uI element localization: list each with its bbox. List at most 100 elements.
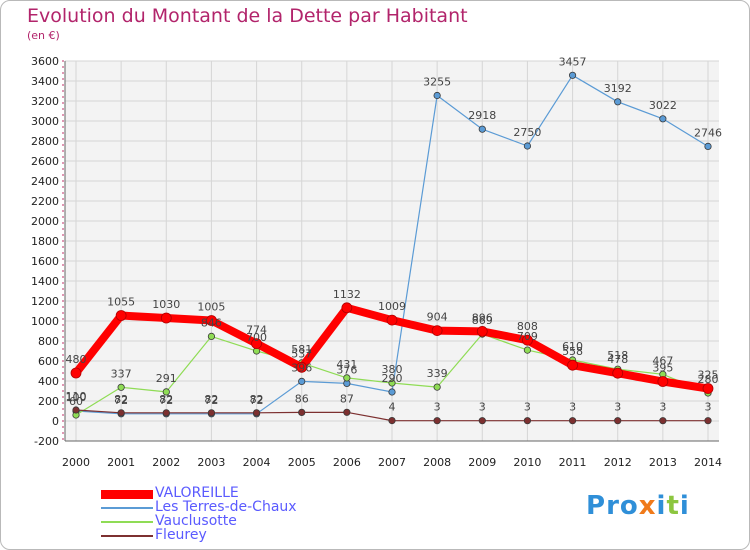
logo-letter: t [666,491,680,521]
data-label-fleurey: 3 [705,401,712,414]
logo-letter: i [656,491,667,521]
y-tick-label: 1800 [31,235,59,248]
y-tick-label: 1000 [31,315,59,328]
data-label-vauclusotte: 610 [562,340,583,353]
data-point-valoreille [522,334,533,346]
data-label-vauclusotte: 280 [698,373,719,386]
data-point-vauclusotte [162,388,170,396]
data-point-les-terres-de-chaux [298,377,306,385]
data-label-vauclusotte: 339 [427,367,448,380]
data-point-fleurey [659,417,667,425]
y-tick-label: 3000 [31,115,59,128]
data-label-valoreille: 904 [427,311,448,324]
logo-letter: x [638,491,657,521]
data-point-valoreille [702,383,714,394]
x-tick-label: 2012 [604,456,632,469]
y-tick-label: 2200 [31,195,59,208]
data-label-les-terres-de-chaux: 72 [159,394,173,407]
legend-swatch [101,489,153,499]
data-point-fleurey [388,416,396,425]
data-point-fleurey [117,409,125,417]
x-tick-label: 2001 [107,456,135,469]
x-tick-label: 2014 [694,456,722,469]
legend-swatch [101,507,153,509]
data-label-les-terres-de-chaux: 2750 [513,126,541,139]
data-point-fleurey [433,417,441,425]
data-label-fleurey: 4 [389,401,396,414]
data-point-valoreille [476,325,488,337]
data-label-les-terres-de-chaux: 3255 [423,76,451,89]
x-tick-label: 2005 [288,456,316,469]
data-point-les-terres-de-chaux [704,142,712,150]
legend-swatch [101,535,153,537]
data-label-les-terres-de-chaux: 3457 [559,55,587,68]
data-label-valoreille: 325 [698,369,719,382]
data-point-vauclusotte [207,332,216,340]
data-label-fleurey: 3 [479,401,486,414]
data-point-les-terres-de-chaux [433,91,441,100]
data-label-valoreille: 480 [66,353,87,366]
data-label-les-terres-de-chaux: 2918 [468,109,496,122]
data-point-fleurey [207,409,216,417]
data-point-fleurey [72,406,80,414]
data-label-valoreille: 1030 [152,298,180,311]
data-label-les-terres-de-chaux: 396 [291,361,312,374]
legend-label: VALOREILLE [155,485,239,501]
x-tick-label: 2004 [243,456,271,469]
y-tick-label: 800 [38,335,59,348]
data-label-les-terres-de-chaux: 290 [382,372,403,385]
y-tick-label: 1600 [31,255,59,268]
y-tick-label: -200 [34,435,59,448]
data-label-vauclusotte: 60 [69,395,83,408]
y-tick-label: 1200 [31,295,59,308]
data-point-fleurey [298,408,306,416]
data-point-valoreille [296,361,308,373]
data-point-fleurey [252,409,261,417]
data-label-vauclusotte: 709 [517,330,538,343]
y-tick-label: 3600 [31,55,59,68]
data-point-valoreille [160,312,172,324]
data-label-valoreille: 1132 [333,288,361,301]
data-label-les-terres-de-chaux: 376 [336,363,357,376]
data-point-valoreille [567,359,578,371]
data-label-fleurey: 3 [524,401,531,414]
x-tick-label: 2008 [423,456,451,469]
data-label-fleurey: 87 [340,392,354,405]
logo-letter: r [606,491,620,521]
data-point-valoreille [206,315,217,326]
data-label-vauclusotte: 518 [607,349,628,362]
data-label-fleurey: 82 [204,393,218,406]
legend-label: Fleurey [155,527,207,543]
data-point-les-terres-de-chaux [568,71,577,79]
data-point-valoreille [251,338,262,350]
y-tick-label: 3200 [31,95,59,108]
data-point-les-terres-de-chaux [388,388,396,396]
data-point-valoreille [386,314,398,326]
data-label-valoreille: 774 [246,324,267,337]
data-point-fleurey [343,408,351,416]
data-point-valoreille [657,376,669,387]
x-tick-label: 2000 [62,456,90,469]
data-label-les-terres-de-chaux: 3022 [649,99,677,112]
data-label-les-terres-de-chaux: 100 [66,391,87,404]
data-label-vauclusotte: 467 [652,354,673,367]
data-label-les-terres-de-chaux: 2746 [694,126,722,139]
data-label-les-terres-de-chaux: 72 [250,394,264,407]
y-tick-label: 200 [38,395,59,408]
data-label-fleurey: 3 [569,401,576,414]
logo-letter: o [619,491,639,521]
legend-label: Vauclusotte [155,513,237,529]
legend-label: Les Terres-de-Chaux [155,499,297,515]
data-label-fleurey: 3 [659,401,666,414]
chart-title: Evolution du Montant de la Dette par Hab… [27,5,468,27]
data-label-les-terres-de-chaux: 72 [114,394,128,407]
y-tick-label: 400 [38,375,59,388]
data-label-vauclusotte: 700 [246,331,267,344]
y-tick-label: 0 [52,415,59,428]
data-label-fleurey: 3 [614,401,621,414]
data-point-vauclusotte [388,379,396,387]
data-label-fleurey: 86 [295,392,309,405]
data-label-valoreille: 1005 [197,301,225,314]
